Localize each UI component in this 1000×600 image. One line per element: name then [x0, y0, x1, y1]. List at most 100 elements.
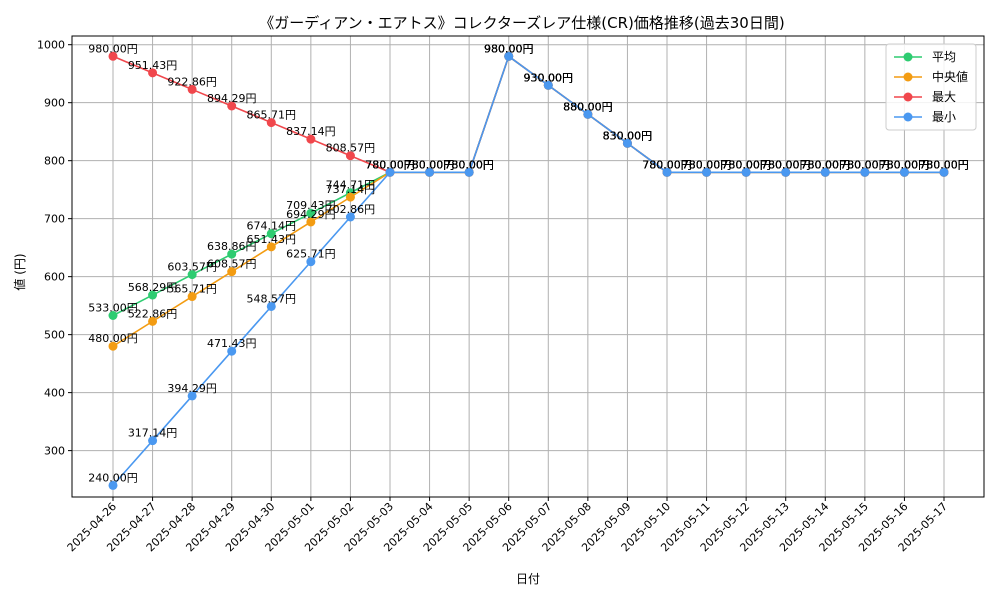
y-tick-label: 400: [44, 387, 65, 400]
data-point: [425, 167, 435, 177]
data-label: 780.00円: [801, 158, 851, 171]
data-label: 780.00円: [405, 158, 455, 171]
y-tick-label: 700: [44, 213, 65, 226]
data-point: [662, 167, 672, 177]
data-point: [227, 346, 237, 356]
data-label: 865.71円: [247, 109, 297, 122]
data-label: 780.00円: [801, 158, 851, 171]
data-label: 880.00円: [563, 100, 613, 113]
data-point: [781, 167, 791, 177]
data-point: [741, 167, 751, 177]
data-label: 780.00円: [682, 158, 732, 171]
data-label: 837.14円: [286, 125, 336, 138]
data-label: 780.00円: [721, 158, 771, 171]
data-point: [187, 84, 197, 94]
data-point: [345, 192, 355, 202]
data-label: 780.00円: [721, 158, 771, 171]
data-label: 694.29円: [286, 208, 336, 221]
data-label: 674.14円: [247, 220, 297, 233]
data-label: 533.00円: [88, 301, 138, 314]
data-point: [306, 257, 316, 267]
data-point: [345, 212, 355, 222]
data-label: 638.86円: [207, 240, 257, 253]
data-point: [820, 167, 830, 177]
data-point: [702, 167, 712, 177]
data-label: 780.00円: [682, 158, 732, 171]
data-point: [148, 436, 158, 446]
legend-box: [885, 43, 977, 131]
data-point: [227, 249, 237, 259]
data-label: 780.00円: [919, 158, 969, 171]
data-label: 608.57円: [207, 258, 257, 271]
data-label: 830.00円: [603, 129, 653, 142]
data-label: 780.00円: [682, 158, 732, 171]
data-label: 830.00円: [603, 129, 653, 142]
data-label: 471.43円: [207, 337, 257, 350]
x-axis-ticks: 2025-04-262025-04-272025-04-282025-04-29…: [65, 497, 950, 554]
data-point: [266, 301, 276, 311]
data-label: 780.00円: [761, 158, 811, 171]
data-label: 780.00円: [919, 158, 969, 171]
data-label: 980.00円: [484, 42, 534, 55]
data-label: 922.86円: [167, 75, 217, 88]
data-label: 568.29円: [128, 281, 178, 294]
y-tick-label: 1000: [37, 39, 65, 52]
data-point: [622, 138, 632, 148]
data-label: 780.00円: [880, 158, 930, 171]
data-label: 930.00円: [524, 71, 574, 84]
legend-marker: [903, 112, 913, 122]
data-label: 780.00円: [642, 158, 692, 171]
data-label: 780.00円: [880, 158, 930, 171]
data-label: 780.00円: [880, 158, 930, 171]
data-label: 625.71円: [286, 248, 336, 261]
data-label: 780.00円: [365, 158, 415, 171]
data-label: 780.00円: [801, 158, 851, 171]
data-labels: 533.00円 568.29円 603.57円 638.86円 674.14円 709.4…: [88, 42, 969, 484]
data-label: 548.57円: [247, 292, 297, 305]
data-point: [306, 208, 316, 218]
data-point: [266, 242, 276, 252]
data-point: [306, 134, 316, 144]
legend-marker: [903, 52, 913, 62]
data-point: [148, 290, 158, 300]
data-label: 780.00円: [801, 158, 851, 171]
data-label: 780.00円: [365, 158, 415, 171]
data-label: 808.57円: [326, 142, 376, 155]
data-point: [464, 167, 474, 177]
data-label: 780.00円: [365, 158, 415, 171]
data-label: 744.71円: [326, 179, 376, 192]
data-label: 780.00円: [365, 158, 415, 171]
data-point: [148, 316, 158, 326]
data-label: 780.00円: [761, 158, 811, 171]
data-label: 780.00円: [840, 158, 890, 171]
grid: [72, 36, 984, 497]
data-point: [385, 167, 395, 177]
data-point: [899, 167, 909, 177]
data-label: 780.00円: [761, 158, 811, 171]
data-label: 980.00円: [88, 42, 138, 55]
data-label: 830.00円: [603, 129, 653, 142]
y-tick-label: 900: [44, 97, 65, 110]
legend-label: 中央値: [932, 69, 968, 84]
data-label: 830.00円: [603, 129, 653, 142]
data-point: [583, 109, 593, 119]
data-label: 880.00円: [563, 100, 613, 113]
data-label: 780.00円: [761, 158, 811, 171]
data-label: 780.00円: [919, 158, 969, 171]
data-label: 780.00円: [721, 158, 771, 171]
series-line: [112, 55, 944, 486]
data-point: [860, 167, 870, 177]
data-point: [148, 68, 158, 78]
data-label: 709.43円: [286, 199, 336, 212]
data-label: 780.00円: [642, 158, 692, 171]
data-point: [543, 80, 553, 90]
data-label: 651.43円: [247, 233, 297, 246]
y-axis-label: 値 (円): [12, 253, 27, 290]
data-label: 522.86円: [128, 307, 178, 320]
data-label: 780.00円: [919, 158, 969, 171]
data-point: [187, 292, 197, 302]
data-label: 894.29円: [207, 92, 257, 105]
data-label: 780.00円: [642, 158, 692, 171]
